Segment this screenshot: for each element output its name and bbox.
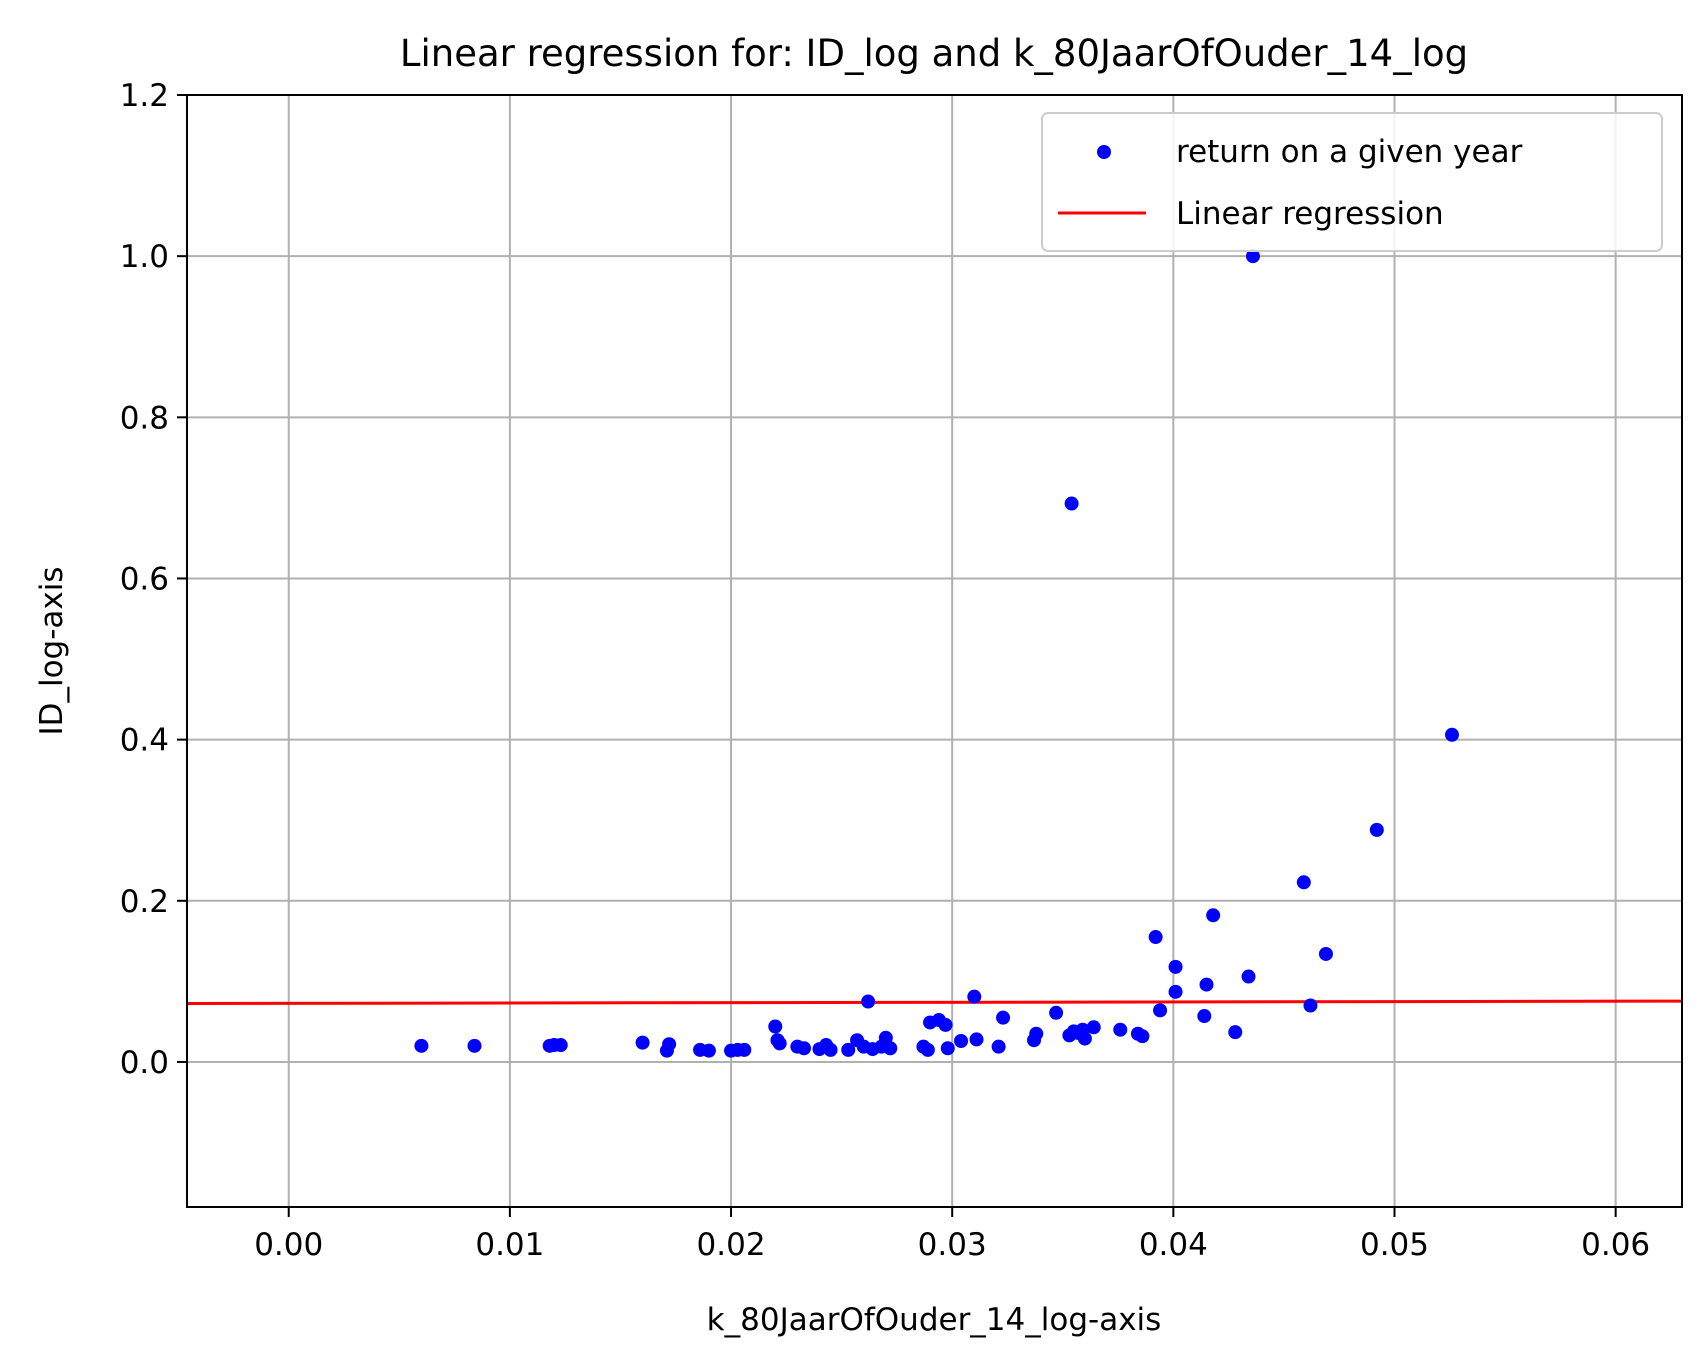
y-tick-label: 0.4 <box>120 723 169 759</box>
scatter-point <box>414 1038 429 1053</box>
legend: return on a given year Linear regression <box>1041 112 1663 252</box>
scatter-point <box>701 1043 716 1058</box>
x-tick-label: 0.01 <box>475 1227 544 1263</box>
scatter-point <box>1168 959 1183 974</box>
plot-frame <box>186 94 1683 1208</box>
scatter-point <box>1086 1020 1101 1035</box>
chart-title: Linear regression for: ID_log and k_80Ja… <box>400 32 1468 75</box>
y-tick-label: 0.0 <box>120 1045 169 1081</box>
scatter-point <box>1168 984 1183 999</box>
scatter-point <box>883 1041 898 1056</box>
scatter-point <box>1245 249 1260 264</box>
x-axis-ticks: 0.00 0.01 0.02 0.03 0.04 0.05 0.06 <box>254 1207 1650 1263</box>
scatter-point <box>467 1038 482 1053</box>
x-tick-label: 0.06 <box>1581 1227 1650 1263</box>
scatter-point <box>878 1030 893 1045</box>
legend-box <box>1041 112 1663 252</box>
scatter-point <box>1064 496 1079 511</box>
scatter-point <box>1199 977 1214 992</box>
x-axis-label: k_80JaarOfOuder_14_log-axis <box>707 1302 1162 1338</box>
scatter-point <box>1303 998 1318 1013</box>
scatter-point <box>1029 1026 1044 1041</box>
scatter-point <box>635 1035 650 1050</box>
scatter-point <box>1445 727 1459 742</box>
scatter-point <box>768 1019 783 1034</box>
scatter-point <box>1369 822 1384 837</box>
scatter-point <box>920 1042 935 1057</box>
scatter-point <box>861 994 876 1009</box>
x-tick-label: 0.05 <box>1360 1227 1429 1263</box>
y-axis-ticks: 0.0 0.2 0.4 0.6 0.8 1.0 1.2 <box>120 78 187 1081</box>
y-axis-label: ID_log-axis <box>34 566 70 735</box>
scatter-point <box>1241 969 1256 984</box>
legend-label-scatter: return on a given year <box>1176 134 1523 170</box>
scatter-point <box>1077 1031 1092 1046</box>
scatter-point <box>553 1038 568 1053</box>
scatter-point <box>940 1041 955 1056</box>
scatter-point <box>938 1017 953 1032</box>
scatter-point <box>772 1036 787 1051</box>
scatter-points <box>414 249 1459 1058</box>
x-tick-label: 0.04 <box>1139 1227 1208 1263</box>
scatter-point <box>969 1032 984 1047</box>
scatter-point <box>954 1034 969 1049</box>
scatter-point <box>823 1042 838 1057</box>
y-tick-label: 1.2 <box>120 78 169 114</box>
regression-line <box>186 999 1683 1006</box>
scatter-point <box>737 1042 752 1057</box>
regression-line-layer <box>186 999 1683 1006</box>
legend-scatter-marker <box>1097 145 1111 159</box>
scatter-point <box>1228 1025 1243 1040</box>
scatter-point <box>996 1010 1011 1025</box>
legend-label-regression: Linear regression <box>1176 196 1444 232</box>
scatter-point <box>1113 1022 1128 1037</box>
scatter-point <box>1206 908 1221 923</box>
scatter-point <box>841 1042 856 1057</box>
scatter-point <box>1197 1009 1212 1024</box>
x-tick-label: 0.02 <box>697 1227 766 1263</box>
y-tick-label: 0.8 <box>120 400 169 436</box>
scatter-point <box>967 989 982 1004</box>
scatter-point <box>1153 1003 1168 1018</box>
scatter-point <box>1318 946 1333 961</box>
y-tick-label: 0.2 <box>120 884 169 920</box>
scatter-point <box>662 1037 677 1052</box>
scatter-point <box>1296 875 1311 890</box>
y-tick-label: 1.0 <box>120 239 169 275</box>
scatter-point <box>991 1039 1006 1054</box>
scatter-point <box>797 1041 812 1056</box>
scatter-point <box>1148 930 1163 945</box>
x-tick-label: 0.03 <box>918 1227 987 1263</box>
scatter-point <box>1049 1005 1064 1020</box>
x-tick-label: 0.00 <box>254 1227 323 1263</box>
y-tick-label: 0.6 <box>120 561 169 597</box>
scatter-point <box>1135 1029 1150 1044</box>
